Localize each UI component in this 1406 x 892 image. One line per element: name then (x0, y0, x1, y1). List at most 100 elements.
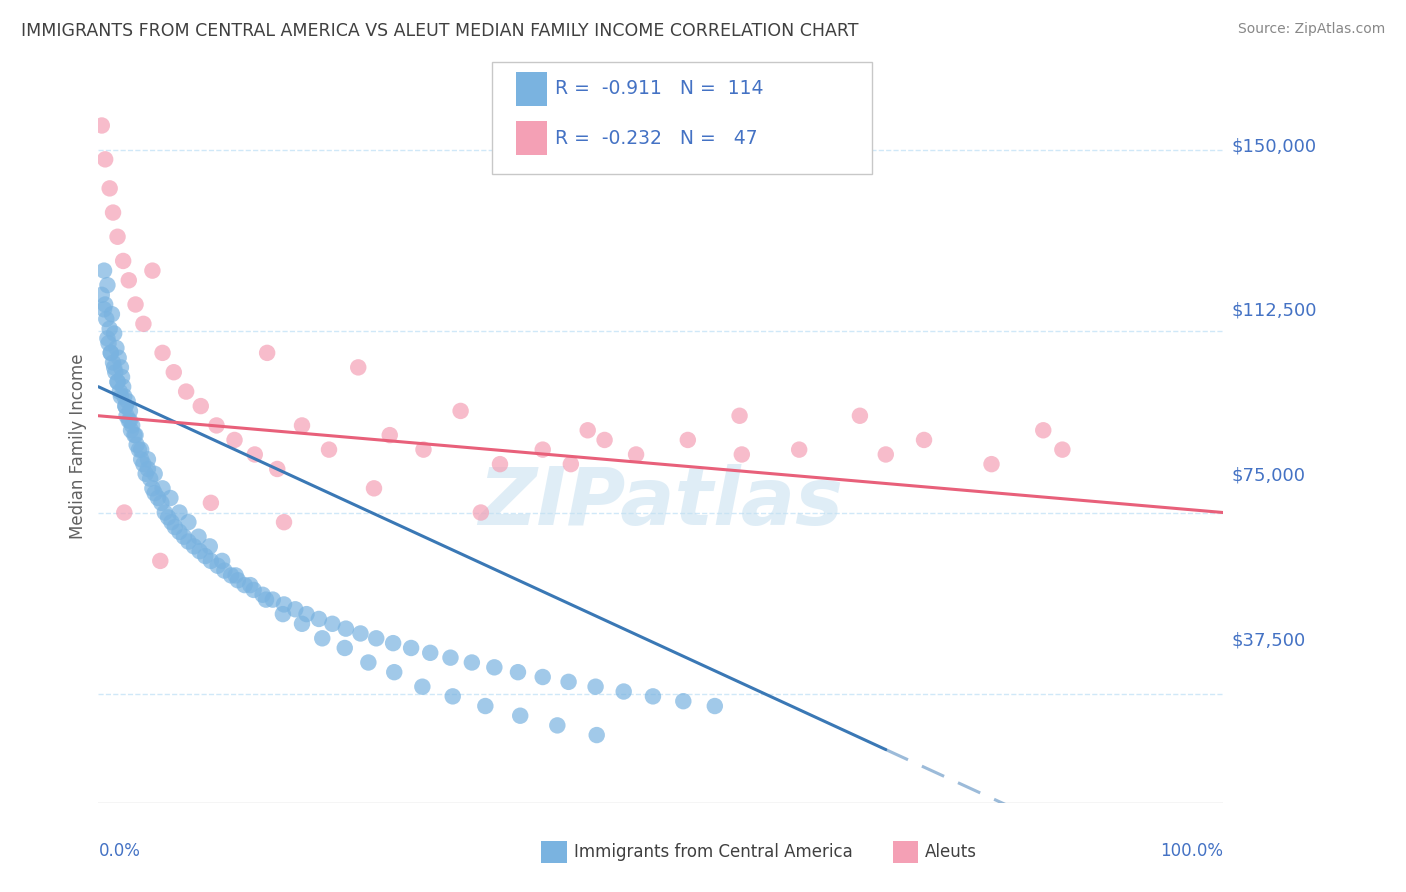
Point (163, 365, 186, 379)
Point (94, 153, 117, 167)
Point (439, 650, 461, 665)
Point (200, 496, 222, 510)
Point (121, 418, 143, 433)
Point (93, 302, 115, 317)
Point (94, 297, 117, 311)
Point (107, 375, 129, 389)
Point (254, 592, 277, 607)
Point (143, 467, 166, 481)
Point (110, 360, 132, 375)
Point (118, 404, 141, 418)
Point (111, 370, 134, 384)
Point (233, 578, 256, 592)
Point (363, 481, 385, 495)
Point (96, 278, 118, 293)
Point (875, 447, 897, 461)
Point (273, 598, 295, 612)
Point (291, 418, 314, 433)
Point (150, 496, 173, 510)
Point (256, 346, 278, 360)
Point (152, 481, 174, 495)
Point (728, 409, 751, 423)
Point (173, 530, 195, 544)
Point (98, 181, 121, 195)
Point (672, 694, 695, 708)
Point (200, 554, 222, 568)
Point (188, 544, 211, 558)
Point (219, 568, 242, 582)
Point (198, 540, 221, 554)
Point (266, 462, 288, 476)
Point (120, 423, 142, 437)
Point (112, 389, 135, 403)
Point (125, 438, 148, 452)
Point (101, 307, 124, 321)
Point (318, 442, 340, 457)
Point (132, 317, 155, 331)
Point (703, 699, 725, 714)
Point (146, 491, 169, 505)
Point (239, 578, 262, 592)
Point (849, 409, 872, 423)
Point (347, 360, 370, 375)
Point (211, 554, 233, 568)
Point (1032, 423, 1054, 437)
Point (104, 365, 127, 379)
Point (124, 428, 146, 442)
Point (132, 457, 155, 471)
Point (311, 632, 333, 646)
Point (152, 346, 174, 360)
Point (273, 515, 295, 529)
Point (207, 558, 229, 573)
Point (194, 549, 217, 563)
Point (169, 506, 191, 520)
Point (531, 670, 554, 684)
Point (129, 452, 152, 467)
Point (163, 520, 186, 534)
Point (366, 632, 388, 646)
Point (108, 384, 131, 399)
Point (676, 433, 699, 447)
Point (183, 540, 205, 554)
Point (613, 684, 636, 698)
Point (169, 524, 191, 539)
Text: ZIPatlas: ZIPatlas (478, 464, 844, 542)
Point (177, 515, 200, 529)
Point (560, 457, 582, 471)
Point (295, 607, 318, 621)
Point (135, 467, 157, 481)
Point (412, 442, 434, 457)
Point (335, 622, 357, 636)
Point (110, 389, 132, 403)
Point (101, 205, 124, 219)
Point (321, 616, 343, 631)
Point (382, 636, 405, 650)
Point (190, 399, 212, 413)
Point (112, 254, 135, 268)
Point (107, 351, 129, 365)
Point (225, 568, 247, 582)
Text: Immigrants from Central America: Immigrants from Central America (574, 843, 852, 861)
Point (118, 273, 141, 287)
Point (157, 510, 180, 524)
Point (271, 607, 294, 621)
Point (399, 640, 422, 655)
Point (90, 119, 112, 133)
Point (382, 665, 405, 680)
Point (531, 442, 554, 457)
Point (349, 626, 371, 640)
Point (378, 428, 401, 442)
Point (450, 404, 472, 418)
Point (912, 433, 935, 447)
Point (470, 506, 492, 520)
Point (128, 442, 150, 457)
Text: IMMIGRANTS FROM CENTRAL AMERICA VS ALEUT MEDIAN FAMILY INCOME CORRELATION CHART: IMMIGRANTS FROM CENTRAL AMERICA VS ALEUT… (21, 22, 859, 40)
Point (129, 442, 152, 457)
Point (357, 656, 380, 670)
Point (242, 582, 264, 597)
Point (160, 515, 183, 529)
Text: Aleuts: Aleuts (925, 843, 977, 861)
Point (103, 326, 125, 341)
Point (509, 708, 531, 723)
Point (174, 384, 197, 399)
